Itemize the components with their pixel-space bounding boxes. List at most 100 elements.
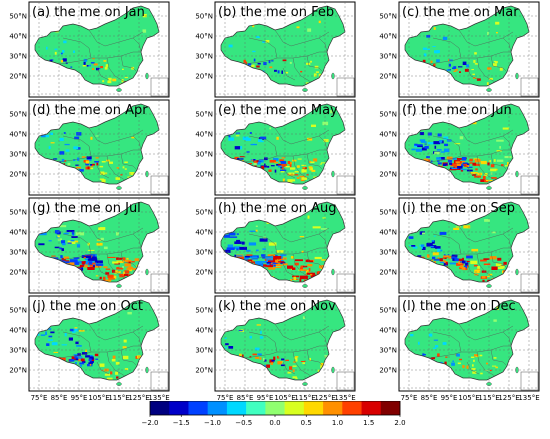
anomaly-patch <box>451 167 459 170</box>
anomaly-patch <box>116 167 119 169</box>
anomaly-patch <box>472 73 475 75</box>
latitude-tick-label: 50°N <box>9 307 27 315</box>
anomaly-patch <box>449 262 457 265</box>
anomaly-patch <box>314 65 319 69</box>
anomaly-patch <box>127 312 132 315</box>
south-china-sea-inset <box>520 77 539 97</box>
anomaly-patch <box>272 264 281 266</box>
anomaly-patch <box>315 71 319 73</box>
province-border <box>306 55 324 73</box>
anomaly-patch <box>92 68 95 70</box>
anomaly-patch <box>490 168 497 172</box>
anomaly-patch <box>249 256 258 258</box>
anomaly-patch <box>456 158 462 160</box>
anomaly-patch <box>75 166 81 169</box>
anomaly-patch <box>480 372 483 375</box>
anomaly-patch <box>306 272 316 275</box>
province-border <box>106 57 126 83</box>
anomaly-patch <box>273 157 279 161</box>
anomaly-patch <box>308 166 313 169</box>
anomaly-patch <box>423 158 428 160</box>
anomaly-patch <box>492 365 497 367</box>
anomaly-patch <box>61 158 65 162</box>
anomaly-patch <box>277 261 285 263</box>
anomaly-patch <box>142 29 147 33</box>
anomaly-patch <box>496 150 502 152</box>
province-border <box>306 251 324 269</box>
anomaly-patch <box>431 259 433 261</box>
anomaly-patch <box>248 242 257 246</box>
map-panel: 50°N 40°N 30°N 20°N (c) the me on Mar <box>373 1 545 98</box>
anomaly-patch <box>90 164 93 166</box>
anomaly-patch <box>107 274 114 278</box>
map-panel: 50°N 40°N 30°N 20°N 75°E 85°E 95°E 105°E 115°E 12… <box>189 295 361 402</box>
anomaly-patch <box>63 40 67 44</box>
colorbar-swatch <box>342 401 362 415</box>
anomaly-patch <box>116 267 119 268</box>
anomaly-patch <box>260 330 262 334</box>
anomaly-patch <box>300 361 306 362</box>
anomaly-patch <box>437 133 442 137</box>
anomaly-patch <box>472 371 477 374</box>
anomaly-patch <box>234 241 242 244</box>
province-border <box>106 253 126 279</box>
anomaly-patch <box>234 156 239 161</box>
china-landmass <box>405 104 529 184</box>
province-border <box>490 251 508 269</box>
anomaly-patch <box>294 174 299 176</box>
latitude-tick-label: 50°N <box>195 111 213 119</box>
anomaly-patch <box>270 165 275 167</box>
anomaly-patch <box>419 139 426 142</box>
map-panel: 50°N 40°N 30°N 20°N (i) the me on Sep <box>373 197 545 294</box>
anomaly-patch <box>476 78 481 81</box>
anomaly-patch <box>411 245 416 247</box>
anomaly-patch <box>236 255 243 257</box>
province-border <box>244 253 278 261</box>
anomaly-patch <box>268 60 271 64</box>
anomaly-patch <box>115 177 120 180</box>
province-border <box>120 251 138 269</box>
anomaly-patch <box>255 357 259 359</box>
anomaly-patch <box>89 167 94 170</box>
anomaly-patch <box>276 164 279 166</box>
anomaly-patch <box>471 121 477 125</box>
anomaly-patch <box>408 245 413 247</box>
anomaly-patch <box>292 365 297 367</box>
anomaly-patch <box>472 162 477 166</box>
anomaly-patch <box>271 359 275 362</box>
anomaly-patch <box>443 255 449 258</box>
anomaly-patch <box>88 362 93 365</box>
anomaly-patch <box>433 339 438 341</box>
longitude-tick-label: 105°E <box>274 394 295 402</box>
anomaly-patch <box>430 60 433 63</box>
anomaly-patch <box>266 262 272 264</box>
anomaly-patch <box>454 68 458 71</box>
anomaly-patch <box>96 242 103 246</box>
south-china-sea-inset <box>336 175 355 195</box>
anomaly-patch <box>426 243 431 247</box>
anomaly-patch <box>74 261 80 265</box>
anomaly-patch <box>439 258 443 262</box>
map-panel: 50°N 40°N 30°N 20°N (d) the me on Apr <box>3 99 175 196</box>
anomaly-patch <box>48 240 52 242</box>
latitude-tick-label: 30°N <box>9 151 27 159</box>
anomaly-patch <box>296 177 300 179</box>
anomaly-patch <box>459 136 464 140</box>
anomaly-patch <box>270 262 278 265</box>
anomaly-patch <box>503 261 507 265</box>
anomaly-patch <box>280 364 286 367</box>
anomaly-patch <box>253 160 258 164</box>
anomaly-patch <box>287 371 292 374</box>
anomaly-patch <box>431 240 435 242</box>
anomaly-patch <box>459 71 461 73</box>
anomaly-patch <box>45 134 50 138</box>
anomaly-patch <box>85 162 90 166</box>
anomaly-patch <box>122 346 127 349</box>
anomaly-patch <box>267 165 270 168</box>
anomaly-patch <box>310 60 312 63</box>
colorbar-swatch <box>226 401 247 415</box>
anomaly-patch <box>126 257 129 260</box>
anomaly-patch <box>424 145 429 149</box>
anomaly-patch <box>236 239 240 243</box>
anomaly-patch <box>62 243 66 246</box>
